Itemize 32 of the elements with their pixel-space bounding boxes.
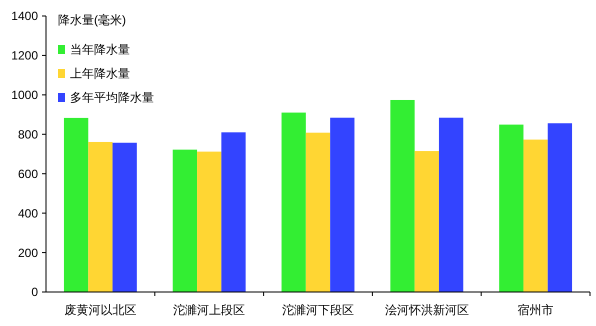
bar	[523, 140, 548, 292]
x-tick-label: 沱濉河上段区	[173, 303, 246, 317]
bar	[197, 152, 222, 292]
x-tick-label: 废黄河以北区	[64, 303, 136, 317]
y-tick-label: 600	[18, 166, 38, 181]
y-tick-label: 0	[31, 285, 38, 300]
bar	[390, 100, 415, 292]
bar	[112, 142, 137, 292]
y-tick-label: 1000	[11, 88, 38, 102]
x-tick-label: 沱濉河下段区	[282, 303, 354, 317]
bar	[548, 123, 572, 292]
bar	[306, 132, 330, 292]
bar	[282, 112, 306, 292]
y-tick-label: 1400	[11, 9, 38, 24]
y-tick-label: 400	[18, 206, 38, 220]
bar	[330, 118, 354, 292]
legend-label: 多年平均降水量	[70, 90, 154, 105]
bar	[64, 118, 88, 292]
bar	[172, 150, 198, 292]
legend-label: 当年降水量	[70, 42, 130, 57]
bar	[221, 132, 246, 292]
y-tick-label: 1200	[11, 48, 38, 63]
y-tick-label: 200	[18, 246, 38, 260]
y-axis-title: 降水量(毫米)	[58, 13, 126, 28]
bar	[414, 151, 439, 292]
y-tick-label: 800	[18, 127, 38, 142]
bar	[438, 118, 464, 292]
x-tick-label: 宿州市	[518, 303, 554, 317]
legend-label: 上年降水量	[70, 66, 130, 81]
x-tick-label: 浍河怀洪新河区	[384, 303, 469, 317]
bar	[499, 124, 524, 292]
bar	[88, 142, 113, 292]
